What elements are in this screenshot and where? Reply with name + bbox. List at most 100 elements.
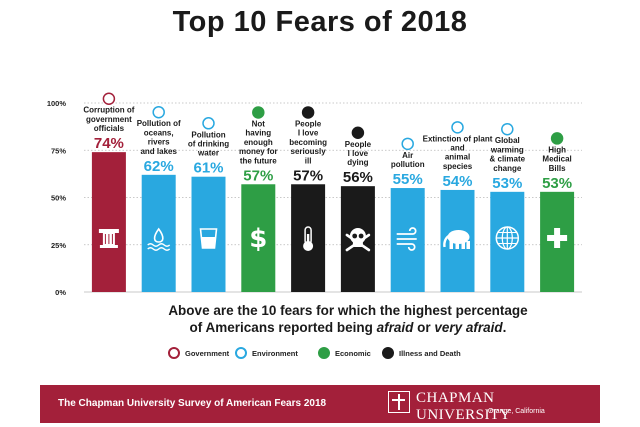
category-label: oceans, — [144, 128, 174, 137]
caption-emphasis-afraid: afraid — [376, 320, 414, 335]
skull-icon — [382, 347, 394, 359]
category-label: and — [450, 144, 464, 153]
y-tick-label: 0% — [55, 288, 66, 297]
y-tick-label: 100% — [47, 99, 67, 108]
value-label: 53% — [542, 175, 572, 192]
value-label: 74% — [94, 135, 124, 152]
category-label: and lakes — [140, 147, 177, 156]
category-label: People — [345, 140, 372, 149]
category-label: species — [443, 162, 473, 171]
caption-line-2: of Americans reported being afraid or ve… — [88, 319, 608, 336]
category-label: money for — [239, 147, 278, 156]
university-name: CHAPMAN UNIVERSITY — [416, 390, 511, 423]
value-label: 57% — [243, 167, 273, 184]
footer-banner: The Chapman University Survey of America… — [40, 385, 600, 423]
category-label: Medical — [542, 155, 571, 164]
bar — [241, 184, 276, 292]
category-label: I love — [298, 129, 319, 138]
category-label: having — [245, 129, 271, 138]
category-label: becoming — [289, 138, 327, 147]
category-label: Not — [252, 119, 266, 128]
legend-item-economic: Economic — [318, 347, 371, 359]
category-label: People — [295, 119, 322, 128]
legend-item-environment: Environment — [235, 347, 298, 359]
legend-label: Illness and Death — [399, 348, 461, 358]
category-label: ill — [305, 156, 312, 165]
category-label: pollution — [391, 160, 425, 169]
university-location: Orange, California — [488, 408, 545, 415]
legend-item-government: Government — [168, 347, 229, 359]
category-badge-icon — [252, 106, 265, 119]
water-icon — [147, 227, 171, 251]
elephant-icon — [443, 230, 470, 249]
category-badge-icon — [501, 122, 514, 136]
bar — [191, 176, 226, 292]
legend: Government Environment Economic Illness … — [0, 347, 640, 367]
caption-or: or — [413, 320, 435, 335]
bar — [141, 174, 176, 292]
skull-icon — [345, 228, 371, 252]
bar — [91, 152, 126, 292]
university-block: CHAPMAN UNIVERSITY Orange, California — [388, 389, 588, 423]
survey-name: The Chapman University Survey of America… — [58, 398, 327, 409]
value-label: 55% — [393, 171, 423, 188]
category-label: enough — [244, 138, 273, 147]
category-label: I love — [348, 149, 369, 158]
caption-prefix: of Americans reported being — [189, 320, 377, 335]
category-label: water — [197, 149, 219, 158]
dollar-icon: $ — [249, 224, 267, 254]
category-label: warming — [490, 145, 524, 154]
category-label: Air — [402, 151, 413, 160]
category-badge-icon — [301, 106, 315, 119]
category-badge-icon — [401, 137, 414, 151]
category-label: Extinction of plant — [423, 134, 493, 143]
category-label: animal — [445, 153, 470, 162]
globe-icon — [235, 347, 247, 359]
value-label: 57% — [293, 167, 323, 184]
thermometer-icon — [303, 226, 314, 251]
legend-label: Government — [185, 348, 230, 358]
caption-line-1: Above are the 10 fears for which the hig… — [168, 303, 528, 318]
university-logo-icon — [388, 391, 410, 413]
category-label: officials — [94, 124, 125, 133]
svg-text:$: $ — [249, 224, 267, 254]
glass-icon — [199, 228, 218, 249]
category-label: of drinking — [188, 140, 229, 149]
value-label: 61% — [193, 160, 223, 177]
category-label: High — [548, 145, 566, 154]
bar — [390, 188, 425, 292]
legend-item-illness-and-death: Illness and Death — [382, 347, 461, 359]
category-label: & climate — [490, 155, 526, 164]
value-label: 53% — [492, 175, 522, 192]
column-icon — [168, 347, 180, 359]
category-label: Global — [495, 136, 520, 145]
chart-title: Top 10 Fears of 2018 — [172, 6, 468, 38]
category-badge-icon — [351, 126, 365, 140]
caption-period: . — [502, 320, 507, 335]
value-label: 54% — [442, 173, 472, 190]
y-tick-label: 50% — [51, 194, 66, 203]
category-badge-icon — [202, 117, 215, 130]
category-badge-icon — [550, 132, 564, 145]
dollar-icon — [318, 347, 330, 359]
category-badge-icon — [102, 92, 116, 105]
wind-icon — [396, 227, 417, 251]
category-label: Bills — [549, 164, 566, 173]
category-label: Corruption of — [83, 106, 134, 115]
category-label: rivers — [148, 138, 170, 147]
column-icon — [98, 229, 119, 248]
category-badge-icon — [451, 121, 464, 134]
category-label: Pollution of — [137, 119, 181, 128]
category-label: dying — [347, 158, 368, 167]
category-label: change — [493, 164, 522, 173]
y-tick-label: 25% — [51, 241, 66, 250]
cross-icon — [547, 228, 568, 248]
value-label: 56% — [343, 169, 373, 186]
globe-icon — [495, 226, 520, 250]
legend-label: Economic — [335, 348, 371, 358]
category-badge-icon — [152, 105, 165, 119]
caption-emphasis-very-afraid: very afraid — [434, 320, 503, 335]
category-label: seriously — [291, 147, 327, 156]
category-label: government — [86, 115, 132, 124]
